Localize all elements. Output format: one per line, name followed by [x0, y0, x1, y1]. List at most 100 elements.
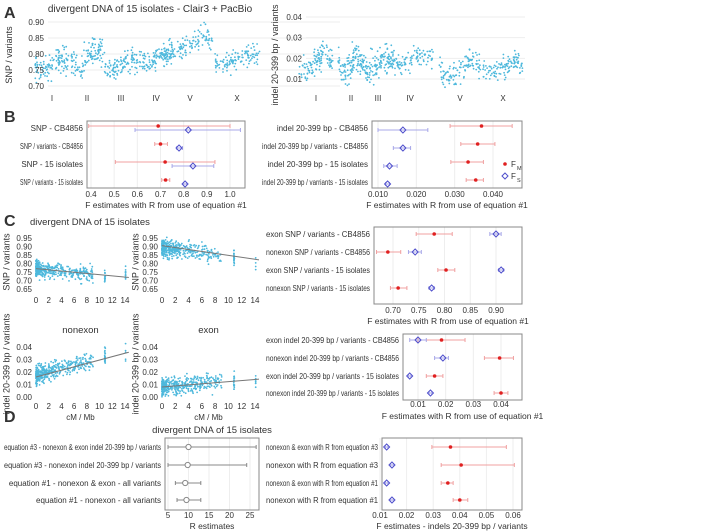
plot-frame: [86, 120, 246, 189]
scatter-point: [328, 59, 331, 62]
scatter-point: [479, 64, 481, 67]
fm-point: [479, 124, 484, 128]
panel-letter: D: [4, 409, 16, 426]
scatter-point: [331, 67, 333, 69]
scatter-point: [103, 51, 106, 54]
scatter-point: [198, 389, 201, 392]
scatter-point: [34, 64, 37, 67]
scatter-point: [39, 371, 42, 374]
scatter-point: [194, 246, 197, 248]
scatter-point: [143, 52, 146, 55]
scatter-point: [364, 56, 367, 59]
scatter-point: [76, 69, 79, 71]
scatter-point: [353, 51, 355, 53]
scatter-point: [499, 66, 502, 69]
scatter-point: [452, 74, 454, 77]
scatter-point: [46, 71, 49, 74]
scatter-point: [234, 62, 237, 65]
scatter-point: [214, 64, 217, 67]
fs-point: [383, 180, 392, 188]
scatter-point: [50, 380, 52, 383]
scatter-point: [207, 263, 210, 266]
scatter-point: [56, 275, 59, 277]
scatter-point: [485, 65, 487, 67]
scatter-point: [104, 272, 106, 275]
scatter-point: [57, 64, 60, 66]
scatter-point: [59, 273, 62, 276]
scatter-point: [446, 70, 449, 73]
scatter-point: [42, 367, 45, 370]
scatter-point: [357, 60, 360, 63]
scatter-point: [148, 55, 151, 58]
scatter-point: [109, 64, 112, 67]
x-tick-label: I: [315, 94, 317, 103]
scatter-point: [163, 252, 166, 255]
scatter-point: [493, 74, 496, 77]
scatter-point: [320, 57, 322, 60]
scatter-point: [330, 49, 333, 52]
scatter-point: [511, 62, 513, 65]
scatter-point: [477, 70, 480, 73]
scatter-point: [206, 31, 209, 33]
panel-letter: C: [4, 213, 16, 230]
scatter-point: [147, 65, 150, 68]
scatter-point: [513, 62, 515, 65]
scatter-point: [208, 256, 210, 259]
scatter-point: [218, 373, 221, 376]
y-tick-label: 0.65: [142, 285, 158, 294]
scatter-point: [207, 379, 209, 382]
row-label: nonexon & exon with R from equation #3: [266, 443, 378, 452]
fm-point: [473, 178, 478, 182]
scatter-point: [365, 67, 368, 70]
scatter-point: [394, 74, 396, 76]
scatter-point: [195, 381, 198, 384]
scatter-point: [452, 79, 455, 81]
scatter-point: [319, 46, 321, 49]
scatter-point: [94, 43, 97, 46]
x-tick-label: 4: [59, 296, 64, 305]
scatter-point: [391, 59, 394, 62]
scatter-point: [198, 376, 201, 379]
scatter-point: [83, 49, 85, 52]
scatter-point: [59, 61, 61, 64]
scatter-point: [192, 379, 195, 381]
scatter-point: [111, 69, 113, 72]
scatter-point: [196, 42, 199, 45]
scatter-point: [140, 51, 143, 53]
scatter-point: [355, 68, 358, 71]
scatter-point: [497, 66, 499, 69]
scatter-point: [59, 72, 62, 74]
scatter-point: [324, 53, 327, 56]
scatter-point: [507, 59, 510, 62]
scatter-point: [396, 61, 399, 63]
x-axis-label: cM / Mb: [66, 413, 95, 422]
scatter-point: [111, 73, 114, 76]
scatter-point: [363, 54, 365, 57]
scatter-point: [120, 59, 122, 61]
scatter-point: [116, 64, 118, 66]
scatter-point: [427, 56, 429, 59]
x-tick-label: 0.04: [493, 400, 509, 409]
scatter-point: [499, 73, 502, 75]
scatter-point: [183, 386, 186, 389]
scatter-point: [366, 76, 369, 78]
scatter-point: [168, 43, 171, 46]
scatter-point: [474, 51, 477, 54]
scatter-point: [38, 273, 41, 276]
scatter-point: [166, 240, 169, 243]
scatter-point: [62, 364, 64, 367]
scatter-point: [66, 65, 69, 67]
scatter-point: [304, 77, 307, 80]
scatter-point: [392, 60, 395, 63]
scatter-point: [189, 245, 192, 248]
scatter-point: [403, 61, 406, 64]
scatter-point: [379, 55, 382, 58]
scatter-point: [170, 376, 173, 379]
scatter-point: [349, 77, 352, 79]
scatter-point: [232, 61, 235, 63]
scatter-point: [515, 56, 517, 58]
scatter-point: [418, 49, 421, 52]
scatter-point: [496, 67, 498, 70]
scatter-point: [472, 55, 474, 58]
scatter-point: [172, 255, 175, 257]
